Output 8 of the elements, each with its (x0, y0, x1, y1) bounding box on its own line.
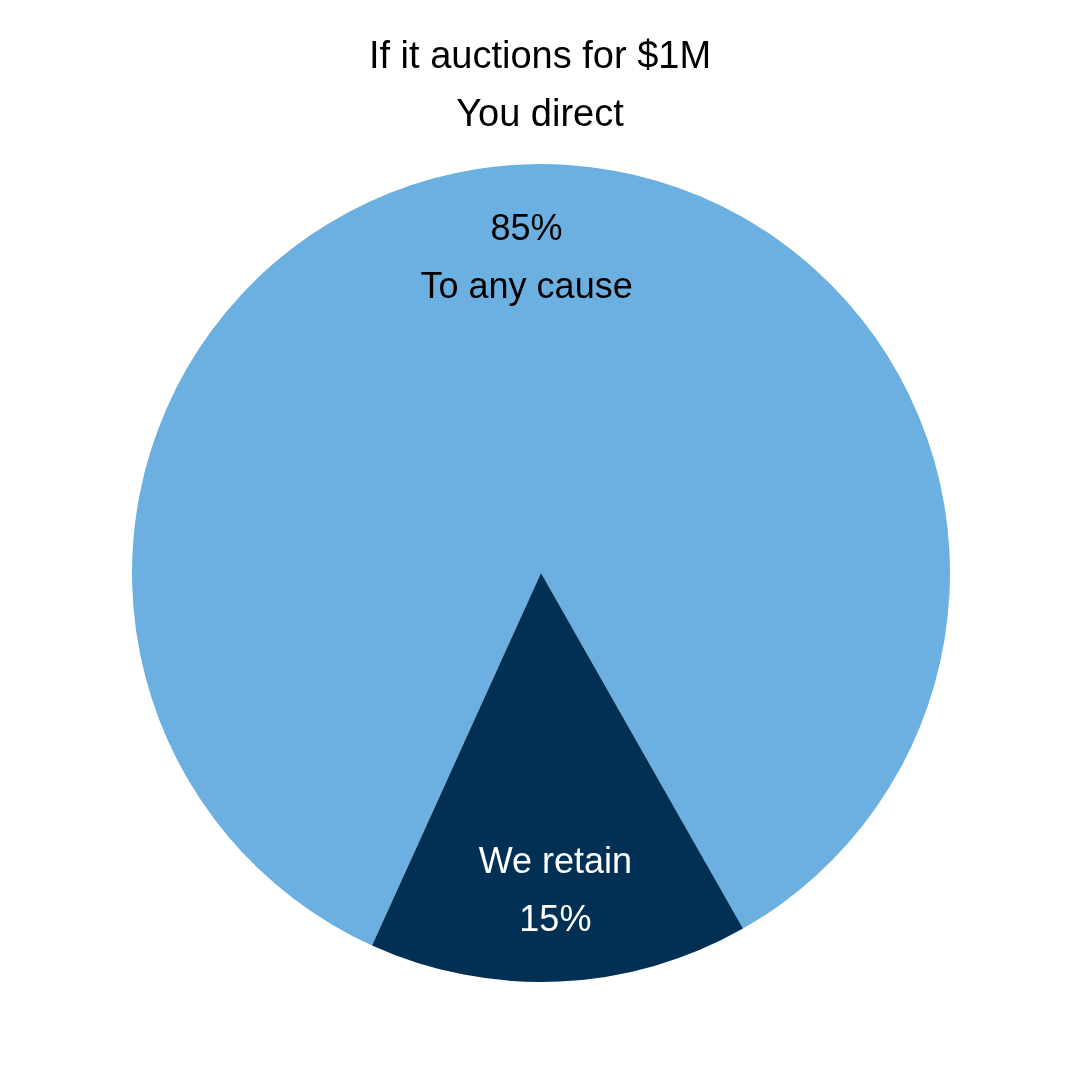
chart-title: If it auctions for $1M (367, 33, 713, 78)
data-label: 15% (519, 898, 592, 940)
chart-subtitle: You direct (455, 91, 625, 136)
data-label: 85% (490, 206, 563, 248)
pie-slice (372, 573, 744, 982)
slice-label: To any cause (420, 264, 633, 306)
slice-label: We retain (478, 840, 633, 882)
pie-slice (132, 164, 950, 946)
